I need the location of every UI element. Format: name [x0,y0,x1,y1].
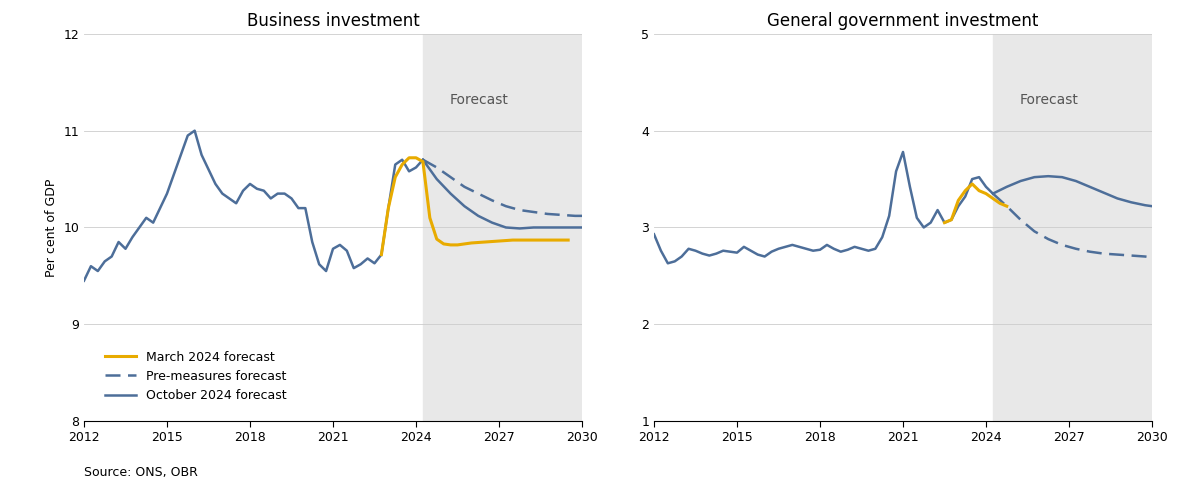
Title: General government investment: General government investment [767,12,1039,30]
Legend: March 2024 forecast, Pre-measures forecast, October 2024 forecast: March 2024 forecast, Pre-measures foreca… [101,346,292,407]
Bar [422,34,596,421]
Y-axis label: Per cent of GDP: Per cent of GDP [44,178,58,277]
Text: Source: ONS, OBR: Source: ONS, OBR [84,466,198,479]
Text: Forecast: Forecast [449,92,508,106]
Text: Forecast: Forecast [1019,92,1078,106]
Bar [992,34,1166,421]
Title: Business investment: Business investment [247,12,419,30]
